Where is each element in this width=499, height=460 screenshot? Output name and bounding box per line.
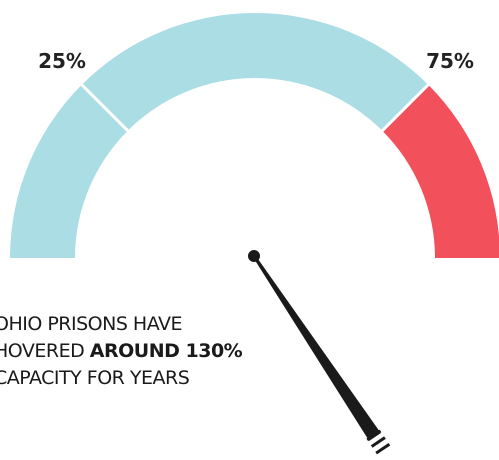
needle-tail-mark-3 (375, 442, 391, 455)
gauge-segment-75-100 (382, 84, 499, 258)
headline-emphasis: AROUND 130% (89, 340, 243, 362)
needle-tail-mark-1 (366, 429, 382, 442)
gauge-segment-25-75 (81, 13, 429, 131)
gauge-separators (79, 82, 431, 134)
tick-label-25: 25% (38, 49, 86, 73)
headline-line-2: HOVERED AROUND 130% (0, 338, 243, 365)
gauge-segment-0-25 (10, 84, 128, 258)
gauge-separator-25 (79, 82, 131, 134)
headline: OHIO PRISONS HAVE HOVERED AROUND 130% CA… (0, 311, 243, 392)
needle-shaft (252, 255, 381, 441)
needle-tail-mark-2 (370, 436, 386, 448)
headline-line-1: OHIO PRISONS HAVE (0, 313, 183, 335)
gauge-arc (10, 13, 499, 258)
tick-label-75: 75% (426, 49, 474, 73)
gauge-tick-labels: 25% 75% (38, 49, 474, 73)
gauge-needle (248, 250, 391, 455)
headline-line-3: CAPACITY FOR YEARS (0, 367, 190, 389)
headline-line-2-prefix: HOVERED (0, 340, 90, 362)
gauge-separator-75 (379, 82, 431, 134)
